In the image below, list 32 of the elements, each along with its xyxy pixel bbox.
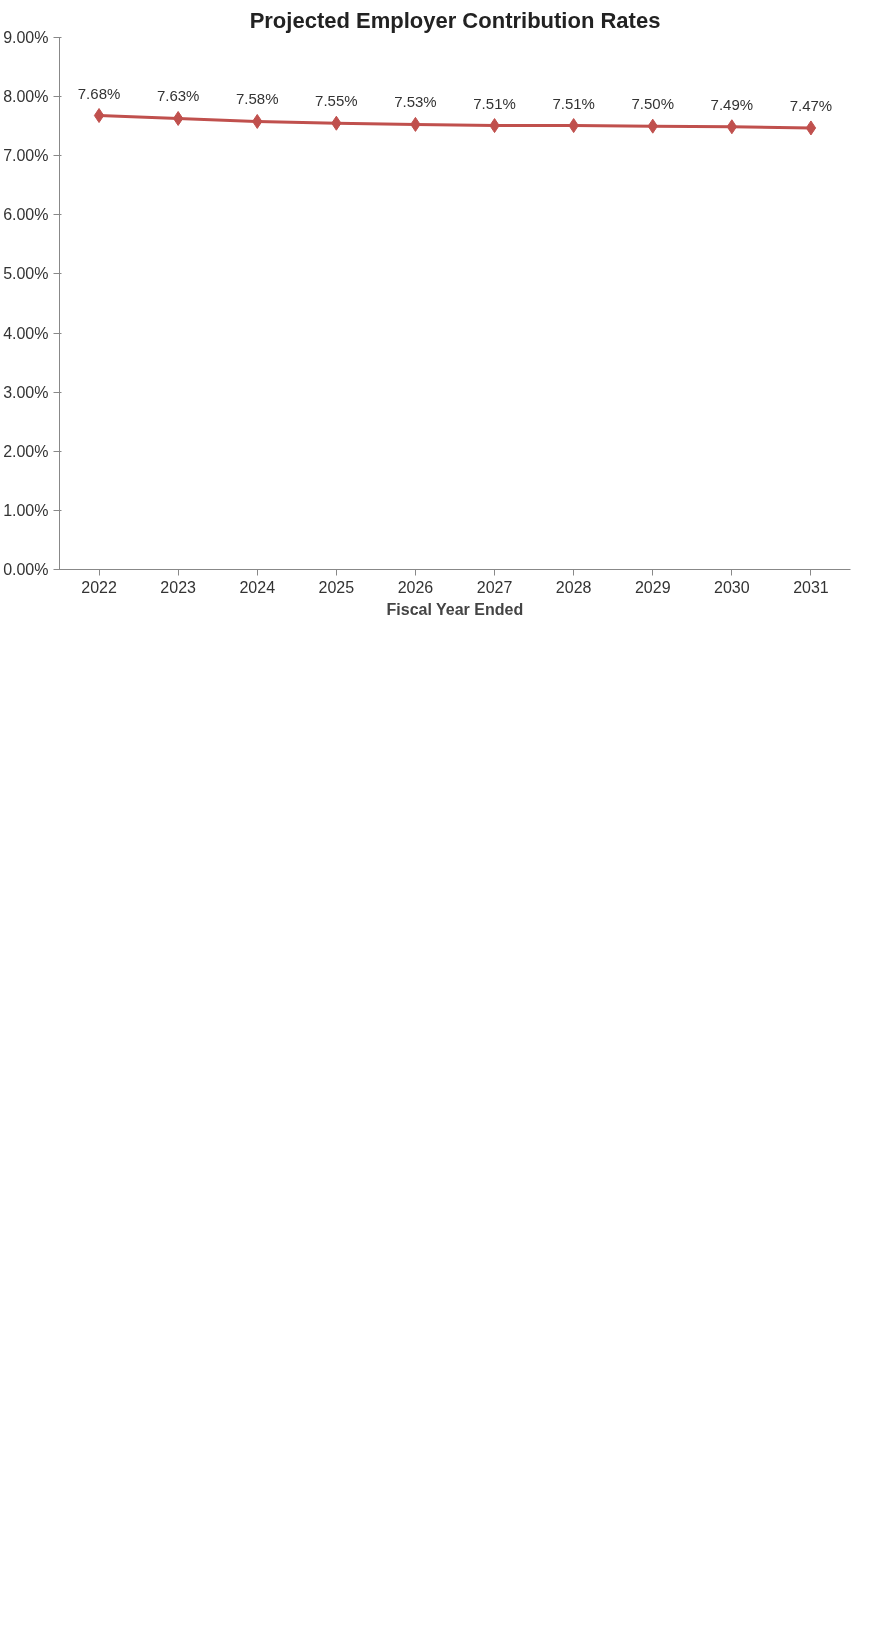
data-label: 7.55%: [315, 92, 358, 110]
data-label: 7.63%: [156, 87, 200, 105]
x-tick-label: 2029: [634, 578, 671, 596]
x-tick-label: 2031: [793, 578, 829, 596]
x-tick-label: 2027: [476, 578, 513, 596]
y-tick-label: 0.00%: [3, 561, 49, 578]
x-axis-title: Fiscal Year Ended: [386, 600, 524, 618]
x-tick-label: 2025: [318, 578, 355, 596]
y-tick-label: 7.00%: [3, 147, 49, 165]
y-tick-label: 9.00%: [3, 29, 49, 46]
y-tick-label: 2.00%: [3, 442, 49, 460]
data-label: 7.47%: [789, 96, 833, 114]
data-label: 7.51%: [552, 94, 595, 112]
x-tick-label: 2026: [397, 578, 434, 596]
x-tick-label: 2023: [160, 578, 197, 596]
x-tick-label: 2028: [555, 578, 592, 596]
data-label: 7.58%: [235, 90, 279, 108]
data-label: 7.53%: [394, 93, 437, 111]
y-tick-label: 5.00%: [3, 265, 49, 283]
data-label: 7.49%: [710, 95, 754, 113]
y-tick-label: 8.00%: [3, 88, 49, 106]
y-tick-label: 3.00%: [3, 383, 49, 401]
y-tick-label: 6.00%: [3, 206, 49, 224]
chart-title: Projected Employer Contribution Rates: [249, 7, 661, 33]
y-tick-label: 1.00%: [3, 501, 49, 519]
x-tick-label: 2030: [714, 578, 750, 596]
x-tick-label: 2022: [81, 578, 117, 596]
x-tick-label: 2024: [239, 578, 276, 596]
data-label: 7.51%: [473, 94, 516, 112]
data-label: 7.50%: [631, 95, 675, 113]
data-label: 7.68%: [77, 84, 121, 102]
y-tick-label: 4.00%: [3, 324, 49, 342]
